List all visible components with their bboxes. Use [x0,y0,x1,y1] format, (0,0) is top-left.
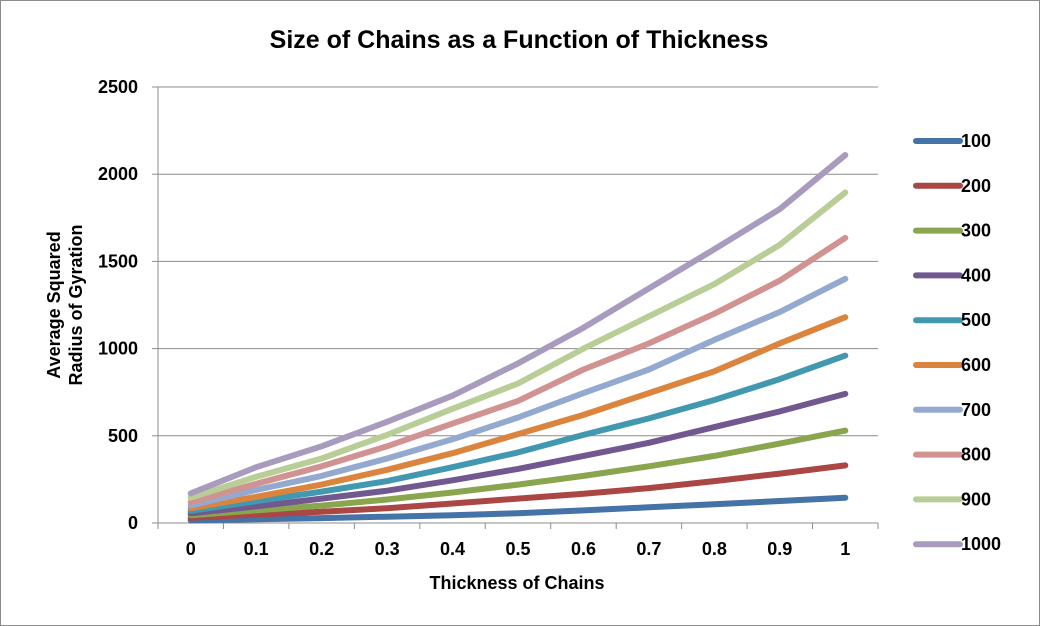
series-line-600 [187,314,849,512]
x-tick-label: 0.3 [375,539,400,559]
x-tick-label: 0.5 [505,539,530,559]
x-tick-label: 0.1 [244,539,269,559]
y-tick-label: 2000 [98,164,138,184]
y-axis-label-line-1: Average Squared [44,231,64,378]
series-line-800 [187,234,849,506]
series-line-200 [187,462,849,521]
x-tick-label: 0.4 [440,539,465,559]
legend-label-100: 100 [961,131,991,151]
series-line-400 [187,390,849,517]
y-tick-label: 1000 [98,339,138,359]
series-line-300 [187,427,849,519]
x-tick-label: 1 [840,539,850,559]
legend-label-800: 800 [961,445,991,465]
series-line-100 [187,494,849,524]
series-line-900 [187,189,849,501]
y-tick-label: 1500 [98,251,138,271]
gridlines [158,86,878,437]
series-lines [187,152,849,524]
y-tick-label: 0 [128,513,138,533]
legend-label-700: 700 [961,400,991,420]
y-tick-label: 2500 [98,77,138,97]
y-axis-label-line-2: Radius of Gyration [66,224,86,385]
axes [157,87,878,524]
x-tick-label: 0 [186,539,196,559]
x-tick-label: 0.9 [767,539,792,559]
legend-label-900: 900 [961,489,991,509]
x-tick-label: 0.2 [309,539,334,559]
x-axis-label: Thickness of Chains [429,573,604,593]
series-line-1000 [187,152,849,497]
y-axis-ticks: 0 500 1000 1500 2000 2500 [98,77,158,533]
chart-title: Size of Chains as a Function of Thicknes… [270,26,769,54]
y-tick-label: 500 [108,426,138,446]
legend: 100 200 300 400 500 600 700 800 900 1000 [913,131,1001,554]
series-line-500 [187,352,849,514]
legend-label-500: 500 [961,310,991,330]
legend-label-300: 300 [961,221,991,241]
legend-label-400: 400 [961,265,991,285]
x-axis-ticks: 0 0.1 0.2 0.3 0.4 0.5 0.6 0.7 0.8 0.9 1 [157,523,879,559]
x-tick-label: 0.8 [702,539,727,559]
legend-label-1000: 1000 [961,534,1001,554]
legend-label-600: 600 [961,355,991,375]
y-axis-label: Average Squared Radius of Gyration [44,224,86,385]
series-line-700 [187,275,849,509]
legend-label-200: 200 [961,176,991,196]
x-tick-label: 0.7 [636,539,661,559]
x-tick-label: 0.6 [571,539,596,559]
